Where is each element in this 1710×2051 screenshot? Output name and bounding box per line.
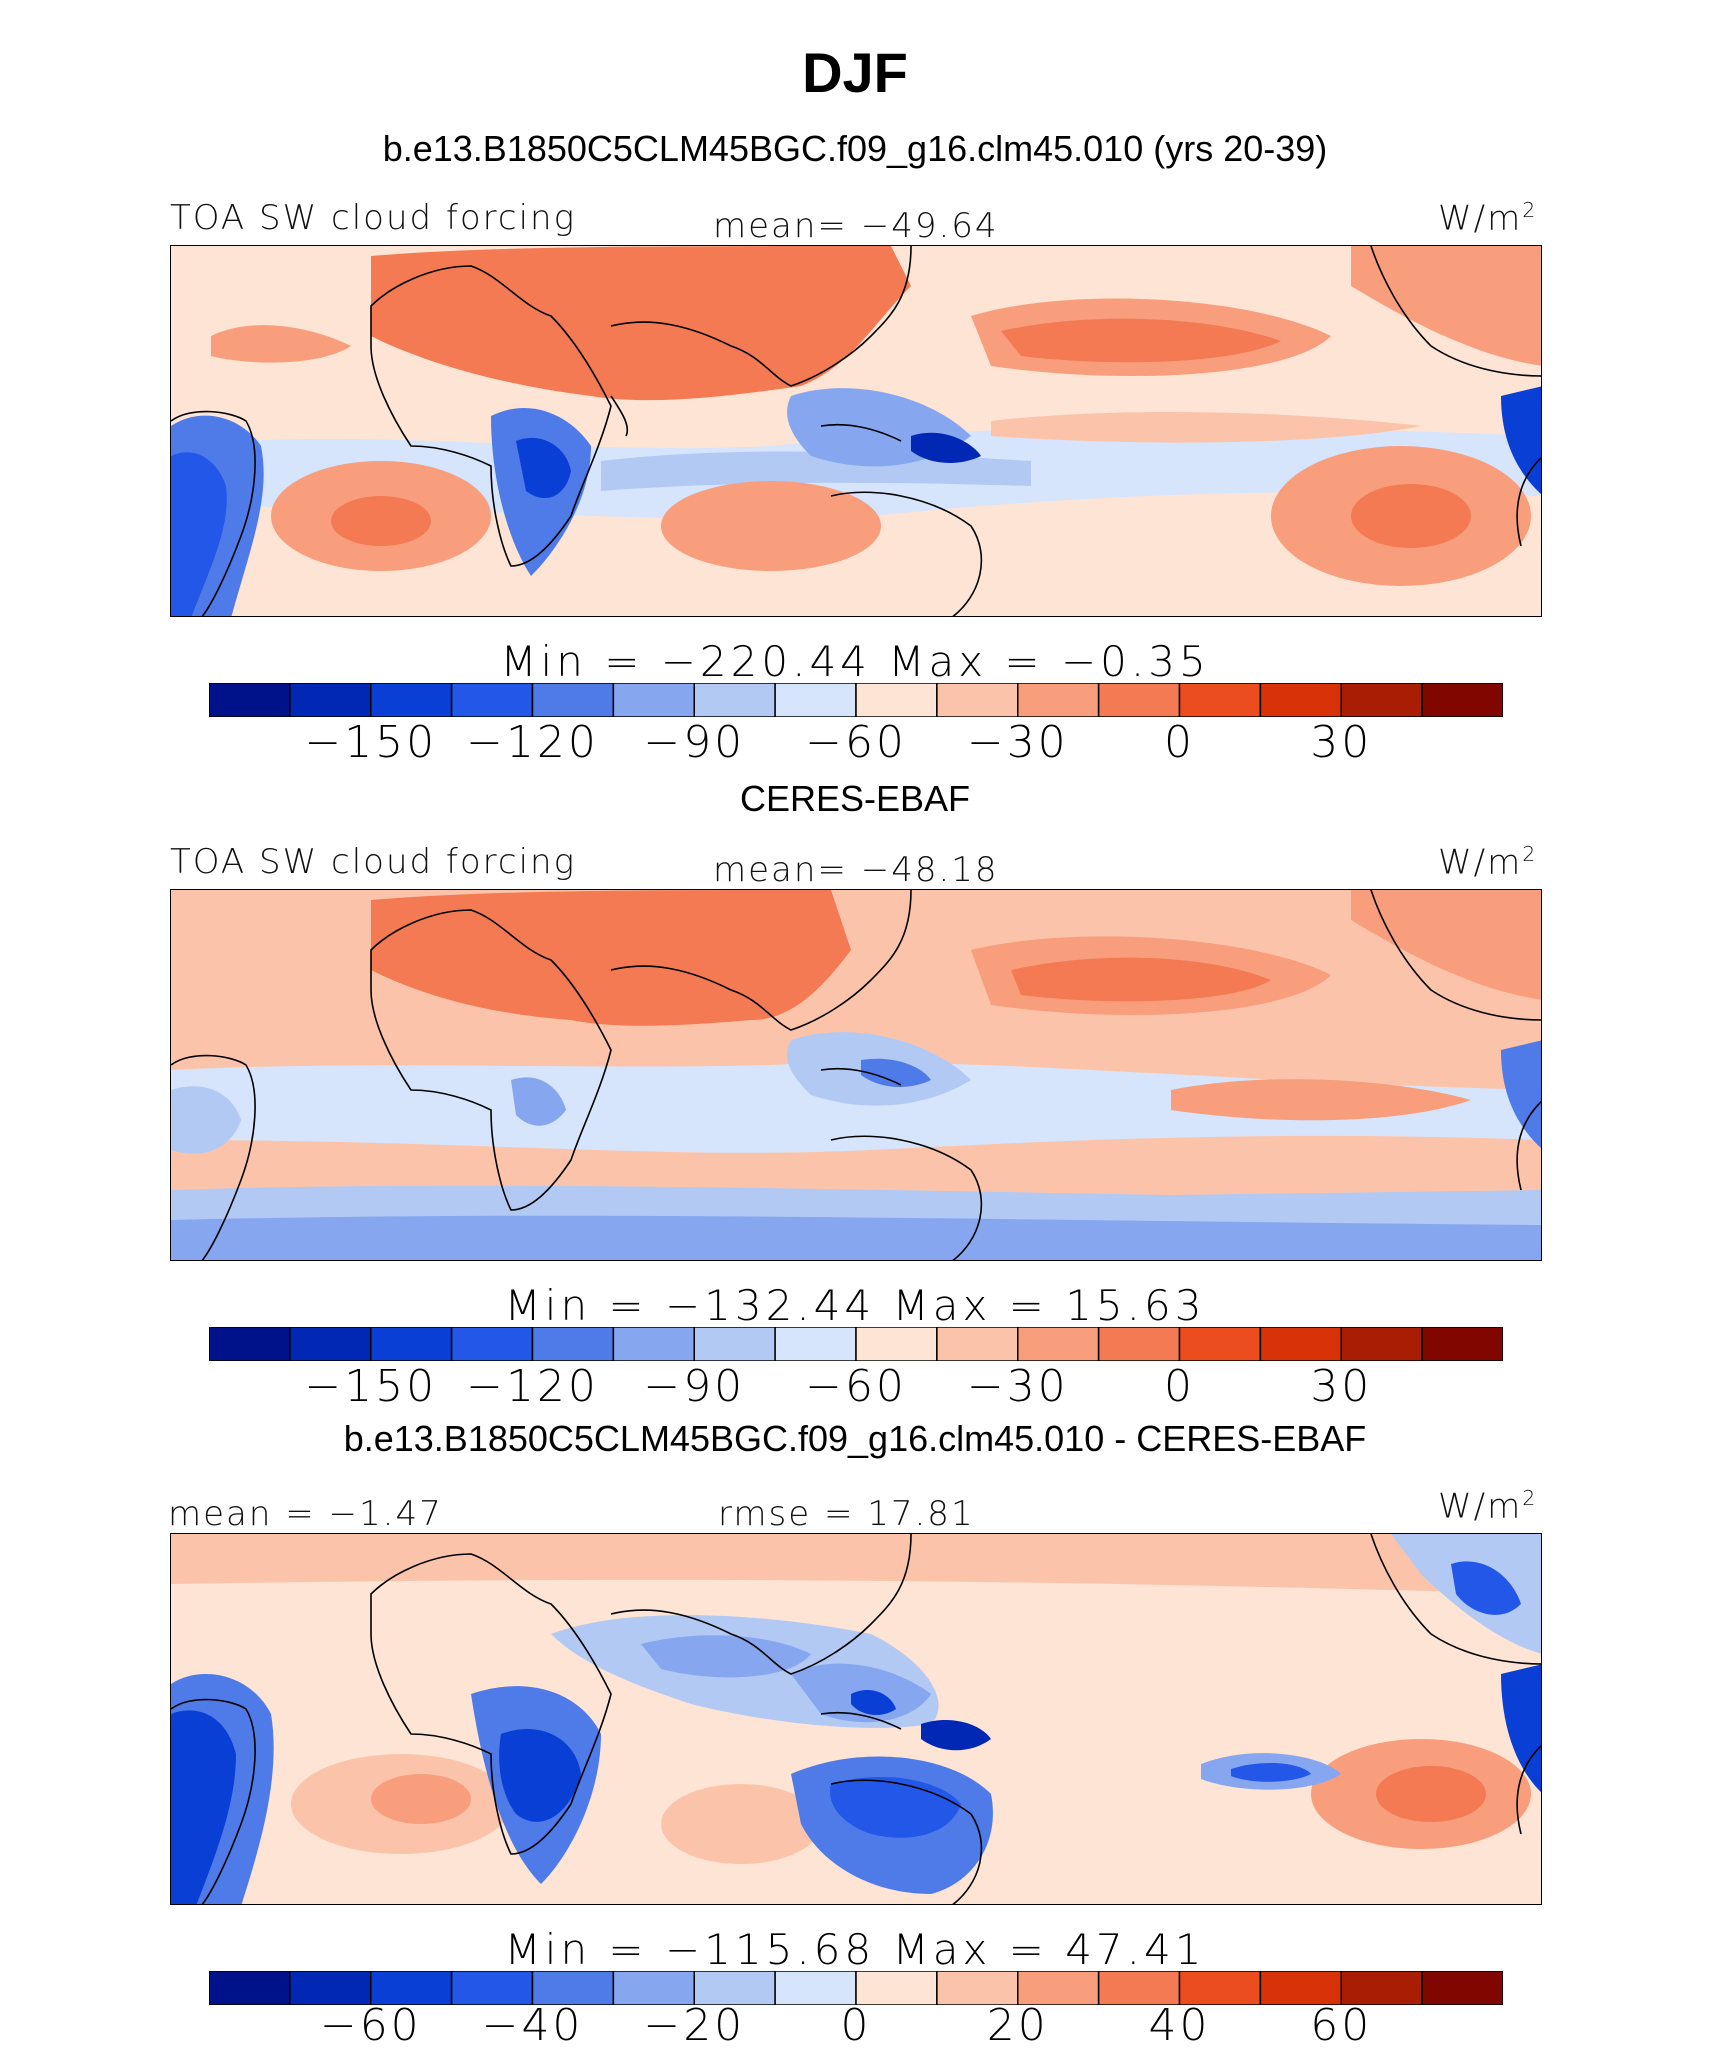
panel-1-map [170, 245, 1542, 617]
panel-3-left-label: mean = −1.47 [168, 1494, 443, 1534]
colorbar-tick-label: 30 [1310, 717, 1373, 768]
colorbar-tick-label: −90 [643, 1361, 746, 1412]
colorbar-swatch [1178, 1971, 1262, 2005]
colorbar-tick-label: −120 [466, 717, 599, 768]
colorbar-swatch [774, 1971, 857, 2005]
panel-3-center-label: rmse = 17.81 [718, 1494, 975, 1534]
panel-3-colorbar-ticks: −60 −40 −20 0 20 40 60 [0, 2000, 1710, 2051]
colorbar-swatch [1097, 683, 1181, 717]
colorbar-tick-label: −40 [481, 2000, 584, 2051]
colorbar-swatch [1097, 1327, 1181, 1361]
colorbar-swatch [1421, 683, 1503, 717]
panel-3-minmax: Min = −115.68 Max = 47.41 [504, 1925, 1206, 1974]
colorbar-tick-label: −30 [966, 1361, 1069, 1412]
colorbar-swatch [209, 1327, 291, 1361]
colorbar-swatch [693, 1327, 776, 1361]
panel-1-left-label: TOA SW cloud forcing [170, 198, 576, 238]
colorbar-swatch [855, 1971, 938, 2005]
colorbar-swatch [855, 1327, 938, 1361]
colorbar-swatch [209, 683, 291, 717]
colorbar-swatch [531, 683, 615, 717]
panel-2-colorbar [209, 1327, 1503, 1361]
colorbar-swatch [370, 1327, 453, 1361]
colorbar-swatch [531, 1971, 615, 2005]
colorbar-swatch [1340, 1327, 1423, 1361]
panel-1-minmax: Min = −220.44 Max = −0.35 [500, 637, 1210, 686]
panel-2-header: CERES-EBAF [739, 778, 971, 819]
colorbar-swatch [289, 1327, 372, 1361]
colorbar-tick-label: 40 [1148, 2000, 1211, 2051]
colorbar-swatch [774, 683, 857, 717]
colorbar-swatch [1340, 1971, 1423, 2005]
colorbar-swatch [1340, 683, 1423, 717]
colorbar-swatch [450, 1971, 534, 2005]
colorbar-swatch [1259, 1327, 1342, 1361]
colorbar-tick-label: −90 [643, 717, 746, 768]
colorbar-swatch [1178, 1327, 1262, 1361]
panel-1-center-label: mean= −49.64 [713, 206, 999, 246]
colorbar-swatch [855, 683, 938, 717]
colorbar-tick-label: 0 [840, 2000, 872, 2051]
colorbar-swatch [450, 683, 534, 717]
colorbar-swatch [693, 1971, 776, 2005]
colorbar-swatch [693, 683, 776, 717]
colorbar-tick-label: −20 [643, 2000, 746, 2051]
colorbar-swatch [370, 683, 453, 717]
colorbar-swatch [612, 1327, 695, 1361]
colorbar-swatch [289, 683, 372, 717]
colorbar-swatch [1259, 683, 1342, 717]
panel-1-colorbar [209, 683, 1503, 717]
colorbar-swatch [936, 1327, 1019, 1361]
colorbar-tick-label: −60 [805, 1361, 907, 1412]
panel-1-colorbar-ticks: −150 −120 −90 −60 −30 0 30 [0, 717, 1710, 768]
colorbar-tick-label: 30 [1310, 1361, 1373, 1412]
colorbar-swatch [774, 1327, 857, 1361]
colorbar-swatch [1097, 1971, 1181, 2005]
panel-3-colorbar [209, 1971, 1503, 2005]
colorbar-tick-label: 0 [1164, 717, 1195, 768]
colorbar-tick-label: −150 [304, 717, 438, 768]
panel-2-left-label: TOA SW cloud forcing [170, 842, 576, 882]
panel-1-units: W/m2 [1438, 198, 1538, 239]
panel-2-colorbar-ticks: −150 −120 −90 −60 −30 0 30 [0, 1361, 1710, 1412]
colorbar-swatch [1017, 1327, 1100, 1361]
colorbar-tick-label: −150 [304, 1361, 438, 1412]
colorbar-tick-label: −120 [466, 1361, 599, 1412]
panel-2-minmax: Min = −132.44 Max = 15.63 [504, 1281, 1206, 1330]
colorbar-tick-label: −30 [966, 717, 1069, 768]
colorbar-swatch [936, 683, 1019, 717]
panel-2-center-label: mean= −48.18 [713, 850, 999, 890]
colorbar-swatch [612, 683, 695, 717]
panel-3-units: W/m2 [1438, 1486, 1538, 1527]
colorbar-tick-label: −60 [805, 717, 907, 768]
panel-3-map [170, 1533, 1542, 1905]
colorbar-swatch [1017, 683, 1100, 717]
colorbar-swatch [1421, 1327, 1503, 1361]
colorbar-swatch [1178, 683, 1262, 717]
colorbar-tick-label: 60 [1310, 2000, 1373, 2051]
colorbar-swatch [450, 1327, 534, 1361]
panel-2-map [170, 889, 1542, 1261]
figure-title: DJF [802, 41, 908, 104]
colorbar-swatch [1017, 1971, 1100, 2005]
colorbar-swatch [1421, 1971, 1503, 2005]
panel-2-units: W/m2 [1438, 842, 1538, 883]
colorbar-tick-label: 20 [986, 2000, 1049, 2051]
panel-3-header: b.e13.B1850C5CLM45BGC.f09_g16.clm45.010 … [343, 1418, 1367, 1459]
panel-1-header: b.e13.B1850C5CLM45BGC.f09_g16.clm45.010 … [382, 128, 1328, 169]
colorbar-tick-label: −60 [319, 2000, 422, 2051]
colorbar-tick-label: 0 [1164, 1361, 1195, 1412]
colorbar-swatch [370, 1971, 453, 2005]
colorbar-swatch [531, 1327, 615, 1361]
